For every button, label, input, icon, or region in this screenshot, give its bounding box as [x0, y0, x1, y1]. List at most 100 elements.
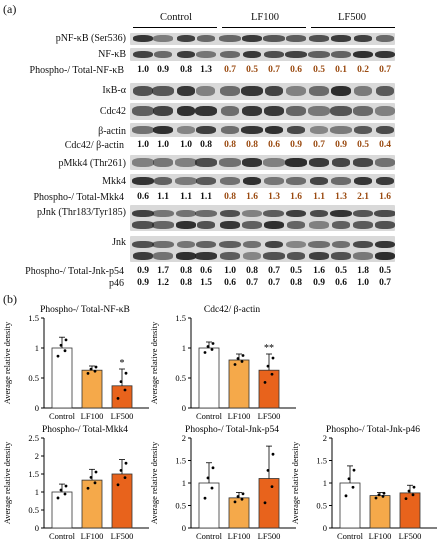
- y-tick-label: 1.5: [28, 469, 39, 479]
- blot-band: [219, 209, 241, 218]
- blot-band: [286, 176, 306, 185]
- chart-title: Phospho-/ Total-NF-κB: [40, 305, 130, 315]
- blot-band: [353, 35, 373, 43]
- data-point: [404, 497, 408, 501]
- blot-band: [220, 221, 240, 229]
- data-point: [94, 365, 98, 369]
- data-point: [119, 469, 123, 472]
- bar: [198, 347, 220, 409]
- ratio-value: 1.6: [290, 192, 302, 202]
- data-point: [382, 491, 386, 495]
- data-point: [407, 489, 411, 493]
- ratio-value: 1.7: [157, 266, 169, 276]
- ratio-value: 0.6: [137, 192, 149, 202]
- blot-band: [176, 125, 196, 134]
- panel-b-label: (b): [3, 292, 17, 306]
- blot-band: [308, 158, 330, 167]
- blot-band: [132, 209, 154, 218]
- ratio-value: 0.7: [268, 266, 280, 276]
- y-axis-label: Average relative density: [2, 321, 12, 404]
- blot-band: [353, 86, 373, 97]
- ratio-value: 1.6: [379, 192, 391, 202]
- x-tick-label: Control: [49, 411, 76, 421]
- blot-band: [219, 35, 241, 43]
- data-point: [241, 354, 245, 357]
- bar-chart-nfkb: Phospho-/ Total-NF-κB Average relative de…: [2, 305, 149, 421]
- blot-band: [176, 240, 196, 249]
- blot-band: [153, 252, 173, 260]
- ratio-value: 0.8: [224, 140, 236, 150]
- data-point: [233, 363, 237, 366]
- blot-band: [308, 50, 330, 59]
- ratio-label-jnk-p54: Phospho-/ Total-Jnk-p54: [25, 266, 124, 277]
- data-point: [236, 357, 240, 360]
- ratio-value: 1.1: [180, 192, 192, 202]
- blot-band: [152, 106, 174, 117]
- ratio-value: 0.8: [200, 140, 212, 150]
- data-point: [270, 372, 274, 376]
- blot-band: [331, 158, 351, 167]
- ratio-value: 1.1: [200, 192, 212, 202]
- blot-band: [353, 125, 373, 134]
- ratio-value: 0.5: [357, 140, 369, 150]
- blot-label-bactin: β-actin: [98, 126, 126, 137]
- blot-band: [153, 35, 173, 43]
- y-tick-label: 1: [323, 478, 327, 488]
- ratio-label-mkk4: Phospho-/ Total-Mkk4: [33, 192, 124, 203]
- blot-band: [241, 86, 263, 97]
- ratio-value: 0.5: [290, 266, 302, 276]
- blot-band: [196, 35, 216, 43]
- blot-band: [242, 106, 262, 117]
- blot-label-nfkb: NF-κB: [98, 49, 126, 60]
- data-point: [263, 380, 267, 384]
- ratio-value: 1.0: [137, 65, 149, 75]
- ratio-value: 0.7: [246, 278, 258, 288]
- data-point: [266, 364, 270, 368]
- ratio-value: 0.6: [335, 278, 347, 288]
- blot-band: [152, 240, 174, 249]
- blot-band: [286, 240, 306, 249]
- bar: [51, 491, 73, 529]
- blot-band: [263, 106, 285, 117]
- ratio-row-jnk-p54: 0.9 1.7 0.8 0.6 1.0 0.8 0.7 0.5 1.6 0.5 1.8 0.5: [0, 266, 437, 278]
- data-point: [352, 468, 356, 472]
- blot-band: [286, 125, 306, 134]
- data-point: [271, 452, 275, 456]
- blot-band: [176, 209, 196, 218]
- data-point: [241, 492, 245, 496]
- blot-band: [330, 209, 352, 218]
- blot-band: [352, 240, 374, 249]
- blot-band: [241, 125, 263, 134]
- blot-strip-cdc42: [130, 103, 395, 120]
- data-point: [347, 477, 351, 481]
- blot-band: [286, 252, 306, 260]
- data-point: [123, 476, 127, 479]
- blot-label-pjnk: pJnk (Thr183/Tyr185): [36, 207, 126, 218]
- blot-band: [264, 86, 284, 97]
- data-point: [119, 380, 123, 383]
- ratio-value: 0.8: [180, 65, 192, 75]
- data-point: [210, 486, 214, 490]
- blot-band: [196, 86, 216, 97]
- y-tick-label: 0: [323, 523, 327, 533]
- ratio-value: 0.5: [313, 65, 325, 75]
- data-point: [116, 483, 120, 487]
- blot-band: [375, 240, 395, 249]
- x-tick-label: Control: [196, 411, 223, 421]
- bar: [111, 385, 133, 409]
- blot-band: [353, 176, 373, 185]
- ratio-value: 0.1: [335, 65, 347, 75]
- group-header-control: Control: [159, 12, 193, 23]
- blot-band: [286, 106, 306, 117]
- blot-band: [308, 252, 330, 260]
- x-tick-label: Control: [196, 531, 223, 541]
- blot-band: [195, 158, 217, 167]
- blot-band: [132, 158, 154, 167]
- blot-band: [175, 158, 197, 167]
- ratio-value: 0.6: [290, 65, 302, 75]
- significance-marker: **: [264, 343, 274, 354]
- blot-band: [375, 176, 395, 185]
- y-tick-label: 1.5: [175, 313, 186, 323]
- blot-band: [331, 221, 351, 229]
- blot-band: [353, 209, 373, 218]
